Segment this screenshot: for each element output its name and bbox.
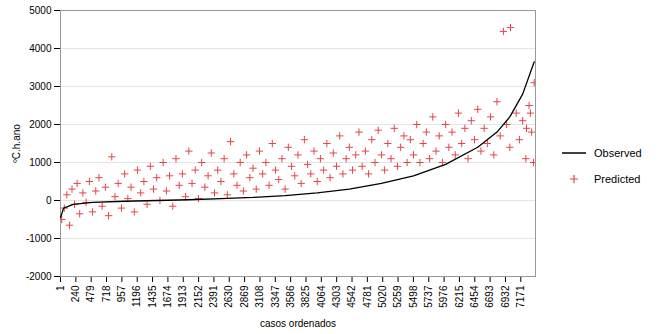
svg-text:3108: 3108 xyxy=(254,285,265,308)
svg-text:5259: 5259 xyxy=(392,285,403,308)
svg-text:ºC.h.ano: ºC.h.ano xyxy=(11,124,22,163)
svg-text:6693: 6693 xyxy=(484,285,495,308)
svg-text:7171: 7171 xyxy=(515,285,526,308)
svg-text:3347: 3347 xyxy=(270,285,281,308)
svg-text:3825: 3825 xyxy=(300,285,311,308)
html-text:Observed: Observed xyxy=(594,147,642,159)
svg-text:1674: 1674 xyxy=(162,285,173,308)
svg-text:-1000: -1000 xyxy=(26,233,52,244)
svg-text:1913: 1913 xyxy=(177,285,188,308)
svg-text:1: 1 xyxy=(55,285,66,291)
svg-text:2000: 2000 xyxy=(29,119,52,130)
svg-text:4542: 4542 xyxy=(346,285,357,308)
svg-text:4781: 4781 xyxy=(362,285,373,308)
svg-text:2630: 2630 xyxy=(223,285,234,308)
svg-text:1000: 1000 xyxy=(29,157,52,168)
svg-text:5737: 5737 xyxy=(423,285,434,308)
svg-text:1196: 1196 xyxy=(131,285,142,307)
svg-text:5498: 5498 xyxy=(408,285,419,308)
svg-text:6454: 6454 xyxy=(469,285,480,308)
svg-text:957: 957 xyxy=(116,285,127,302)
svg-text:240: 240 xyxy=(70,285,81,302)
svg-text:3586: 3586 xyxy=(285,285,296,308)
svg-text:6932: 6932 xyxy=(500,285,511,308)
svg-text:casos ordenados: casos ordenados xyxy=(260,318,336,329)
svg-text:2391: 2391 xyxy=(208,285,219,308)
svg-text:1435: 1435 xyxy=(147,285,158,308)
svg-text:479: 479 xyxy=(85,285,96,302)
svg-text:5020: 5020 xyxy=(377,285,388,308)
svg-text:6215: 6215 xyxy=(454,285,465,308)
svg-text:-2000: -2000 xyxy=(26,271,52,282)
svg-text:5976: 5976 xyxy=(438,285,449,308)
svg-text:4303: 4303 xyxy=(331,285,342,308)
svg-text:4064: 4064 xyxy=(316,285,327,308)
svg-text:2152: 2152 xyxy=(193,285,204,308)
svg-text:718: 718 xyxy=(101,285,112,302)
svg-text:4000: 4000 xyxy=(29,43,52,54)
svg-text:0: 0 xyxy=(46,195,52,206)
html-text:Predicted: Predicted xyxy=(594,173,641,185)
svg-text:3000: 3000 xyxy=(29,81,52,92)
svg-text:2869: 2869 xyxy=(239,285,250,308)
svg-text:5000: 5000 xyxy=(29,5,52,16)
